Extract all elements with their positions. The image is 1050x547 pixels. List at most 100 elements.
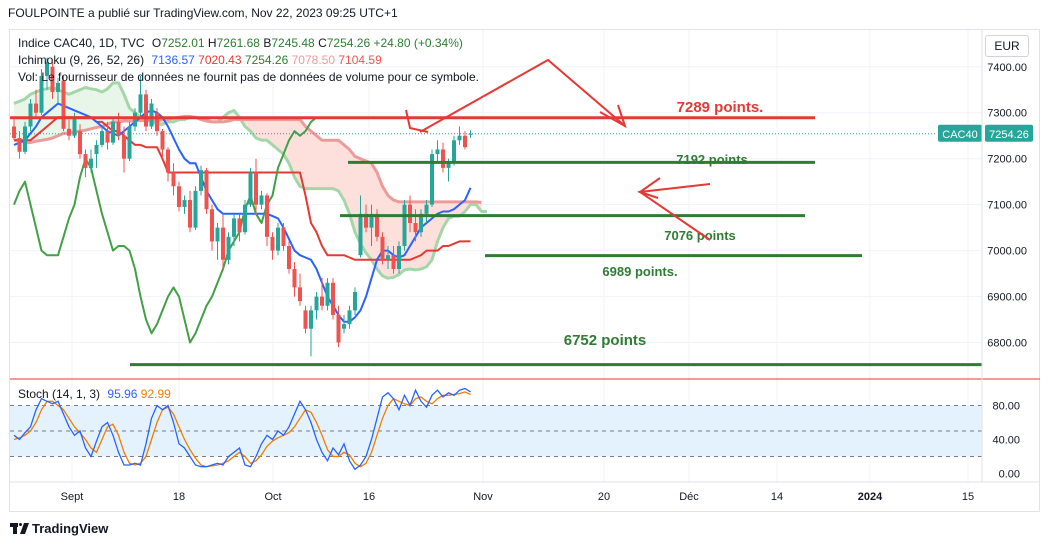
candle-body [72,117,77,136]
time-axis-label: 15 [962,491,974,503]
ichimoku-cloud-segment [256,119,262,141]
candle-body [347,310,352,325]
stoch-legend[interactable]: Stoch (14, 1, 3) 95.96 92.99 [18,387,171,401]
tradingview-logo[interactable]: TradingView [10,521,108,536]
candle-body [199,170,203,191]
candle-body [100,131,104,145]
candle-body [248,172,253,205]
candle-body [276,227,280,251]
ichimoku-cloud-segment [107,82,113,125]
stoch-axis-label: 80.00 [992,401,1020,413]
ichimoku-cloud-segment [85,87,91,131]
level-label: 6752 points [564,332,647,349]
candle-body [67,128,71,136]
candle-body [237,218,242,233]
change-value: +24.80 (+0.34%) [373,36,463,50]
candle-body [221,227,225,260]
tradingview-mark-icon [10,523,30,534]
price-axis-label: 6800.00 [987,338,1027,350]
candle-body [155,112,159,132]
candle-body [34,103,38,113]
price-axis-label: 7100.00 [987,200,1027,212]
senkou-span-a-line [13,81,487,280]
candle-body [441,149,445,168]
ichimoku-cloud-segment [80,87,86,132]
candle-body [353,291,357,311]
candle-body [94,144,99,155]
close-label: C [318,36,327,50]
time-axis-label: Oct [264,491,281,503]
candle-body [463,135,467,148]
close-value: 7254.26 [326,36,371,50]
price-axis-label: 7300.00 [987,108,1027,120]
candle-body [270,236,275,251]
candle-body [232,218,236,237]
candle-body [320,296,324,306]
candle-body [243,204,247,233]
candle-body [215,227,220,242]
ichimoku-cloud-segment [311,131,317,189]
ichimoku-cloud-segment [349,149,355,233]
candle-body [133,112,137,127]
candle-body [386,255,390,260]
ichimoku-cloud-segment [52,87,58,139]
span-b-value: 7104.59 [338,53,382,67]
candle-body [446,163,451,168]
ichimoku-cloud-segment [278,119,284,155]
candle-body [336,314,341,343]
chart-frame[interactable] [9,29,1040,512]
time-axis-label: 16 [363,491,375,503]
symbol-title: Indice CAC40, 1D, TVC [18,36,145,50]
candle-body [380,236,385,260]
candle-body [457,135,462,141]
ichimoku-cloud-segment [382,186,388,279]
candle-body [430,154,434,205]
candle-body [144,94,148,127]
last-price-tag [938,124,982,142]
stoch-k-line [13,387,471,471]
candle-body [419,213,423,233]
ichimoku-cloud-segment [333,140,339,191]
candle-body [188,200,192,228]
candle-body [413,223,418,233]
ichimoku-legend[interactable]: Ichimoku (9, 26, 52, 26) 7136.57 7020.43… [18,53,382,67]
candle-body [358,213,363,256]
span-a-value: 7078.50 [291,53,336,67]
candle-body [45,62,49,76]
tradingview-wordmark: TradingView [32,521,109,536]
level-label: 7289 points. [677,99,764,116]
candle-body [160,131,165,150]
candle-body [56,82,60,93]
time-axis-label: 2024 [858,491,883,503]
chikou-span-line [13,116,318,344]
candle-body [39,75,44,113]
candle-body [23,126,27,152]
candle-body [78,131,82,155]
resistance-arrow [419,58,626,133]
open-value: 7252.01 [161,36,205,50]
ichimoku-cloud-segment [250,119,256,139]
price-axis-label: 7200.00 [987,154,1027,166]
candle-body [254,172,258,205]
ichimoku-cloud-segment [305,126,311,189]
ichimoku-cloud-segment [322,140,328,189]
ichimoku-cloud-segment [113,82,119,122]
candle-body [105,131,110,143]
currency-button[interactable]: EUR [985,35,1029,57]
candle-body [424,204,429,214]
arrow-head [405,109,429,133]
last-price-badge-value: 7254.26 [989,129,1029,141]
ichimoku-cloud-segment [47,87,53,140]
candle-body [89,158,93,168]
ichimoku-cloud-segment [294,119,300,187]
candle-body [309,310,313,329]
arrow-head [599,104,627,129]
candle-body [193,190,198,228]
candle-body [342,324,346,329]
candle-body [303,310,308,329]
candle-body [314,296,319,311]
stoch-axis-label: 40.00 [992,435,1020,447]
symbol-legend[interactable]: Indice CAC40, 1D, TVC O7252.01 H7261.68 … [18,36,463,50]
chikou-value: 7254.26 [244,53,289,67]
